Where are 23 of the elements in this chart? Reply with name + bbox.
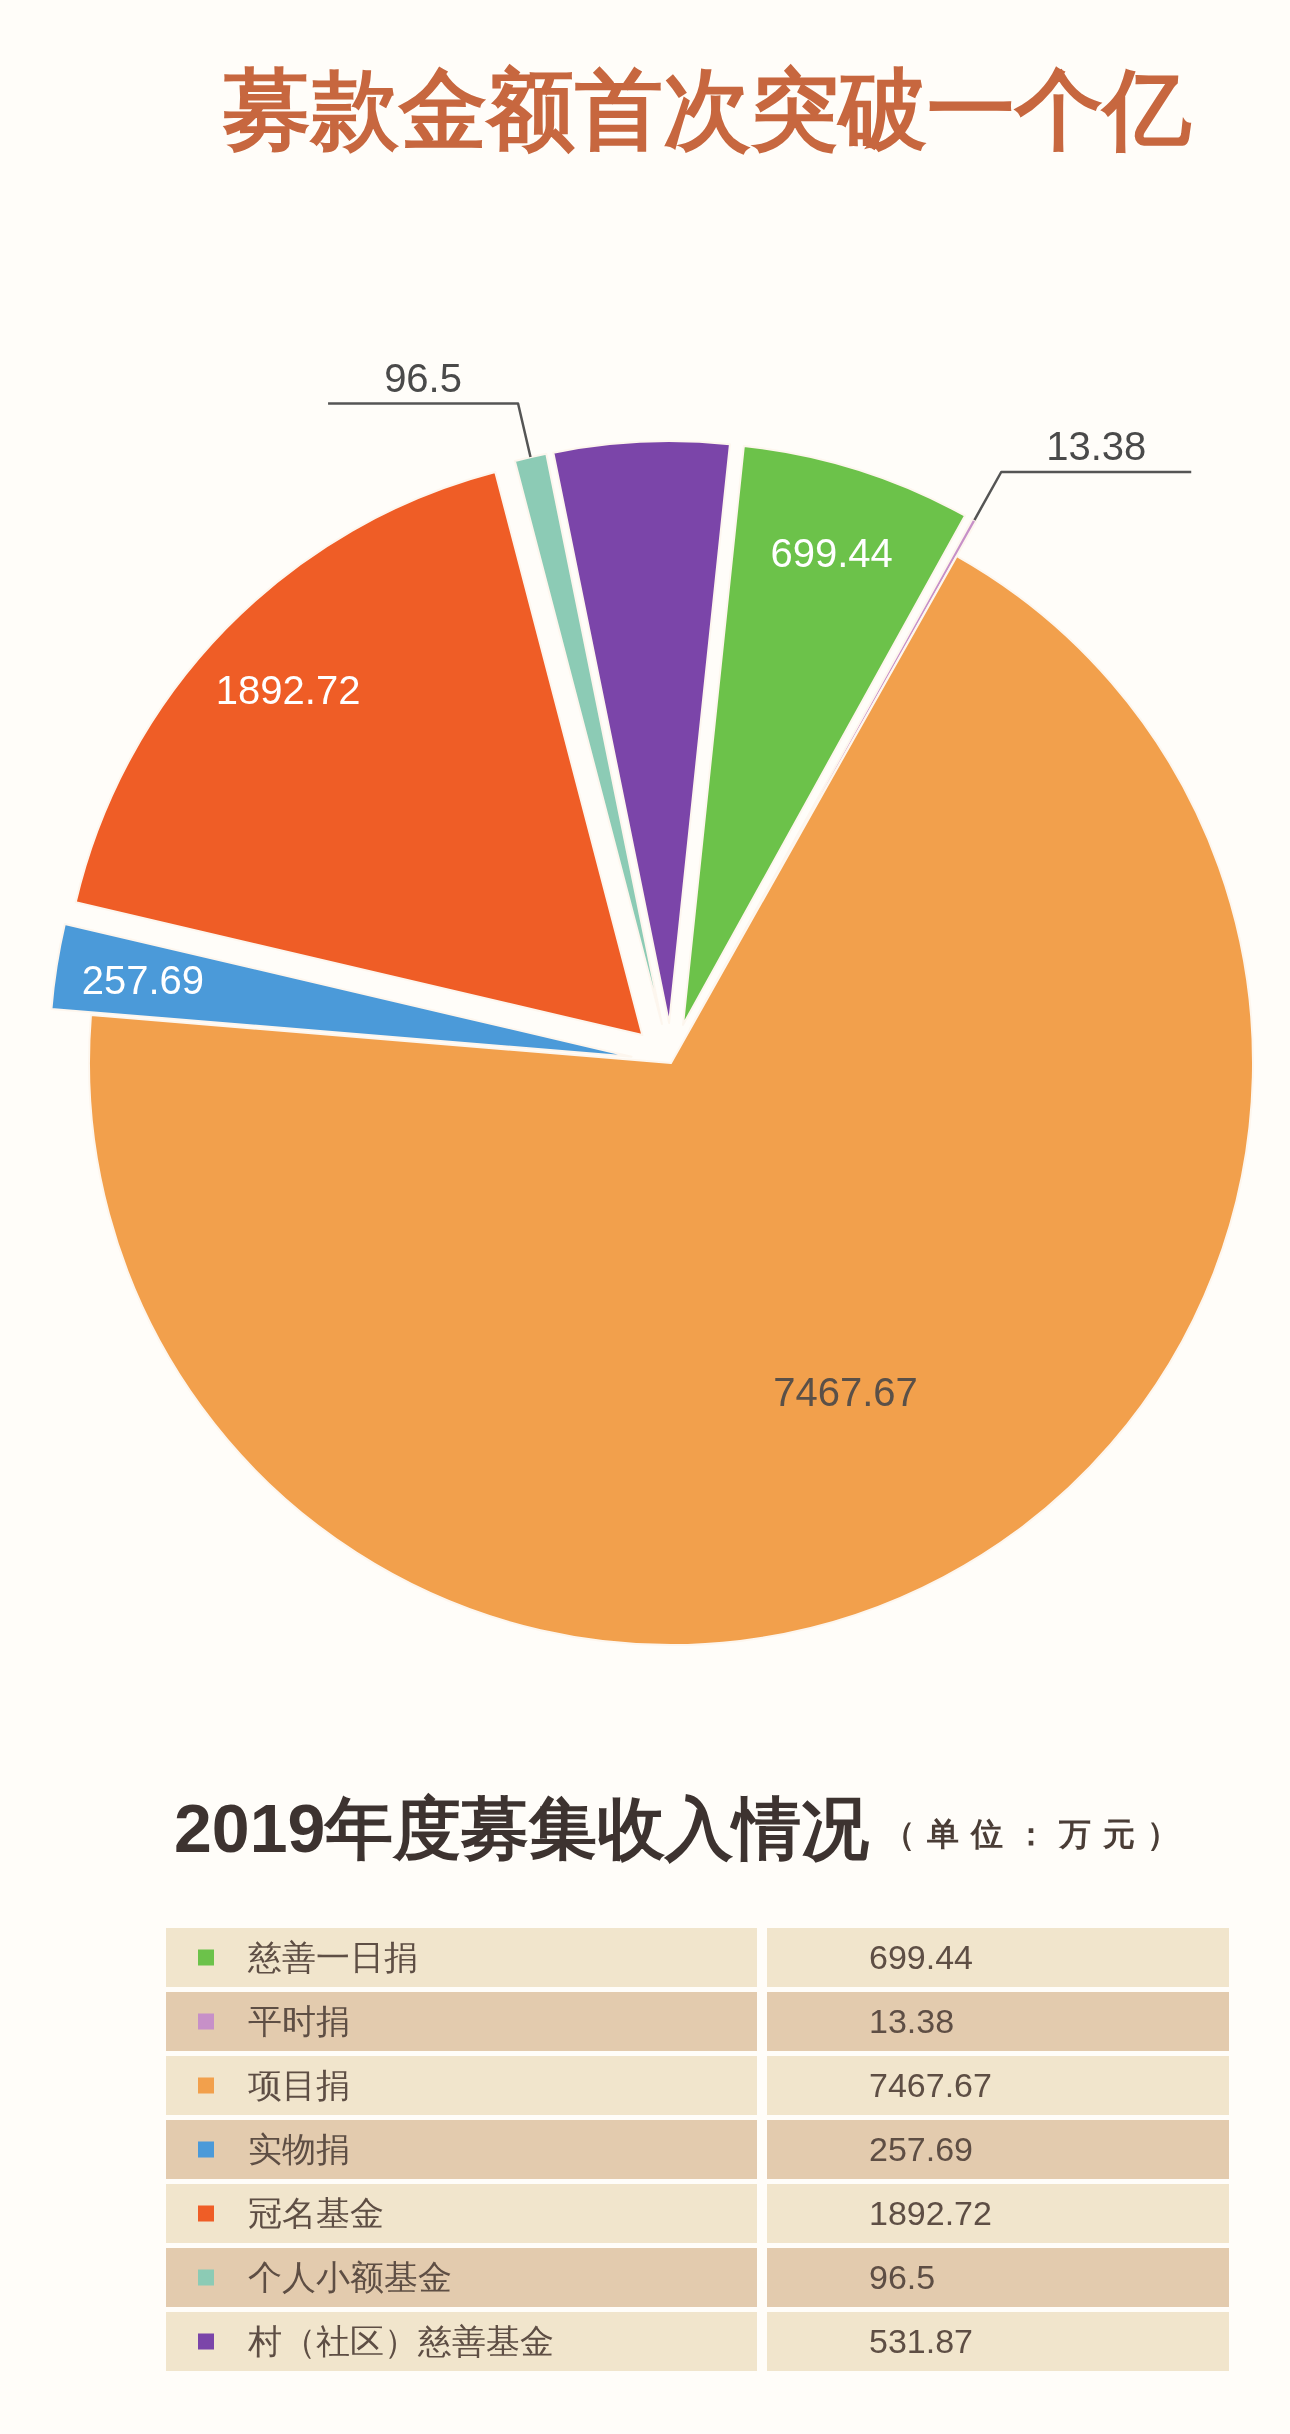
table-title: 2019年度募集收入情况 xyxy=(174,1790,870,1866)
legend-label: 村（社区）慈善基金 xyxy=(248,2322,554,2361)
data-label: 96.5 xyxy=(869,2258,936,2297)
legend-label: 慈善一日捐 xyxy=(248,1938,418,1977)
legend-label: 平时捐 xyxy=(248,2002,350,2041)
data-label: 699.44 xyxy=(869,1938,973,1977)
title: 募款金额首次突破一个亿 xyxy=(223,60,1191,159)
data-label: 257.69 xyxy=(81,957,204,1002)
legend-label: 冠名基金 xyxy=(248,2194,384,2233)
data-label: 7467.67 xyxy=(869,2066,992,2105)
data-label: 96.5 xyxy=(384,355,462,400)
annotation: （单位：万元） xyxy=(883,1816,1192,1852)
data-label: 13.38 xyxy=(869,2002,955,2041)
legend-label: 实物捐 xyxy=(248,2130,350,2169)
data-label: 699.44 xyxy=(770,531,893,575)
data-label: 13.38 xyxy=(1046,424,1147,468)
legend-label: 项目捐 xyxy=(248,2066,350,2105)
data-label: 257.69 xyxy=(869,2130,973,2169)
data-label: 7467.67 xyxy=(773,1370,918,1415)
data-label: 531.87 xyxy=(869,2322,973,2361)
data-label: 1892.72 xyxy=(215,667,361,712)
data-label: 1892.72 xyxy=(869,2194,992,2233)
legend-label: 个人小额基金 xyxy=(248,2258,452,2297)
